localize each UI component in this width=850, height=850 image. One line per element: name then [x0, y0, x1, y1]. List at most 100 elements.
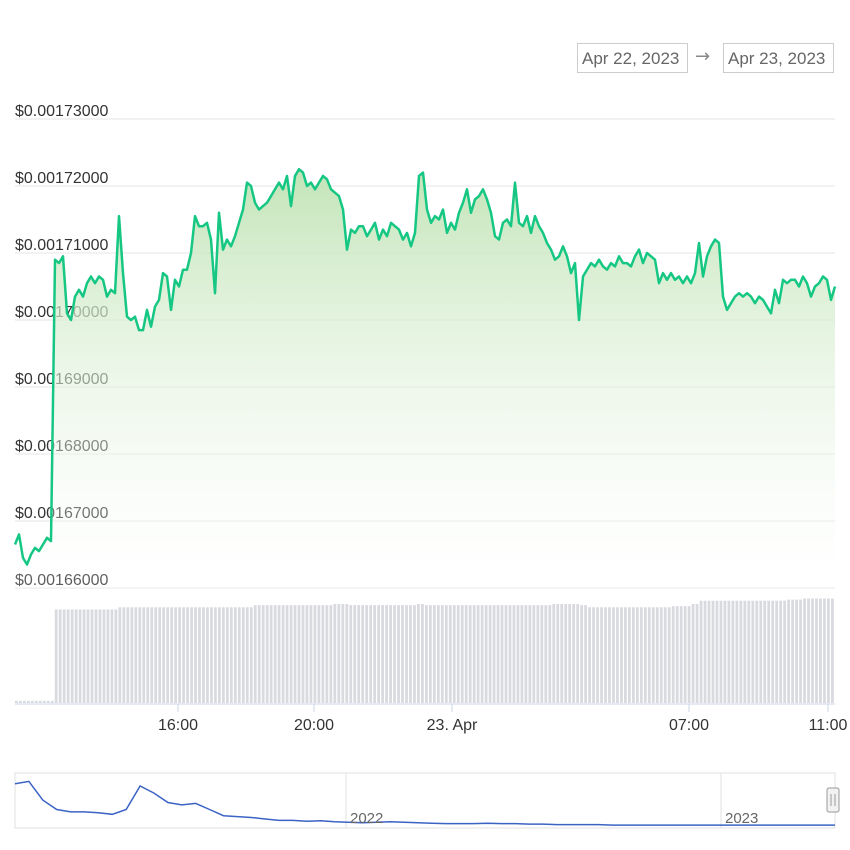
volume-bar	[635, 607, 639, 703]
volume-bar	[341, 604, 345, 703]
volume-bar	[417, 604, 420, 703]
volume-bar	[42, 700, 46, 703]
volume-bar	[791, 599, 794, 703]
volume-bar	[154, 607, 158, 703]
volume-bar	[34, 700, 38, 703]
volume-bar	[122, 607, 126, 703]
volume-bar	[269, 605, 273, 703]
range-arrow-icon: →	[695, 46, 711, 67]
x-axis: 16:00 20:00 23. Apr 07:00 11:00	[158, 704, 848, 734]
volume-bar	[321, 605, 325, 703]
navigator-label: 2023	[725, 810, 758, 827]
volume-bar	[432, 605, 436, 703]
volume-bar	[715, 600, 719, 703]
volume-bar	[679, 606, 683, 703]
volume-bar	[588, 607, 591, 703]
price-line[interactable]	[13, 167, 837, 566]
volume-bar	[751, 600, 755, 703]
volume-bar	[568, 604, 572, 703]
volume-bar	[289, 605, 293, 703]
volume-bar	[468, 605, 472, 703]
volume-bar	[257, 605, 261, 703]
volume-bar	[26, 700, 30, 703]
y-tick-label: $0.00172000	[15, 170, 109, 187]
volume-bar	[492, 605, 496, 703]
volume-bar	[803, 598, 806, 703]
volume-bar	[548, 605, 552, 703]
volume-bar	[667, 607, 671, 703]
volume-bar	[54, 609, 58, 703]
volume-bar	[819, 598, 822, 703]
volume-bar	[38, 700, 42, 703]
volume-bar	[329, 605, 333, 703]
y-tick-label: $0.00171000	[15, 237, 109, 254]
volume-bar	[639, 607, 643, 703]
volume-bar	[241, 607, 245, 703]
volume-bar	[114, 609, 118, 703]
volume-bar	[671, 606, 675, 703]
volume-bar	[381, 605, 384, 703]
volume-bars	[15, 598, 834, 703]
volume-bar	[130, 607, 134, 703]
volume-bar	[540, 605, 544, 703]
volume-bar	[560, 604, 564, 703]
volume-bar	[86, 609, 90, 703]
volume-bar	[799, 599, 802, 703]
x-tick-label: 20:00	[294, 717, 334, 734]
volume-bar	[110, 609, 114, 703]
volume-bar	[301, 605, 305, 703]
volume-bar	[170, 607, 174, 703]
volume-bar	[723, 600, 727, 703]
volume-bar	[436, 605, 440, 703]
volume-bar	[795, 599, 798, 703]
volume-bar	[691, 604, 695, 703]
volume-bar	[66, 609, 70, 703]
volume-bar	[158, 607, 162, 703]
volume-bar	[202, 607, 205, 703]
volume-bar	[743, 600, 747, 703]
volume-bar	[759, 600, 763, 703]
volume-bar	[349, 605, 353, 703]
volume-bar	[520, 605, 524, 703]
volume-bar	[233, 607, 237, 703]
volume-bar	[58, 609, 62, 703]
volume-bar	[74, 609, 78, 703]
range-from-input[interactable]: Apr 22, 2023	[577, 43, 688, 73]
volume-bar	[544, 605, 548, 703]
range-to-input[interactable]: Apr 23, 2023	[723, 43, 834, 73]
volume-bar	[735, 600, 739, 703]
volume-bar	[249, 607, 253, 703]
navigator-handle[interactable]	[826, 787, 840, 813]
volume-bar	[428, 605, 432, 703]
volume-bar	[118, 607, 122, 703]
volume-bar	[631, 607, 635, 703]
volume-bar	[218, 607, 221, 703]
volume-bar	[369, 605, 373, 703]
volume-bar	[409, 605, 412, 703]
volume-bar	[317, 605, 321, 703]
volume-bar	[536, 605, 540, 703]
volume-bar	[827, 598, 830, 703]
volume-bar	[325, 605, 329, 703]
volume-bar	[178, 607, 181, 703]
volume-bar	[528, 605, 532, 703]
volume-bar	[452, 605, 456, 703]
volume-bar	[763, 600, 767, 703]
volume-bar	[564, 604, 568, 703]
volume-bar	[460, 605, 464, 703]
volume-bar	[504, 605, 508, 703]
volume-bar	[771, 600, 775, 703]
volume-bar	[357, 605, 361, 703]
volume-bar	[102, 609, 106, 703]
volume-bar	[584, 605, 587, 703]
volume-bar	[556, 604, 560, 703]
volume-bar	[823, 598, 826, 703]
volume-bar	[727, 600, 731, 703]
volume-bar	[265, 605, 269, 703]
volume-bar	[142, 607, 146, 703]
volume-bar	[221, 607, 225, 703]
volume-bar	[608, 607, 611, 703]
navigator[interactable]: 2022 2023	[14, 772, 840, 829]
volume-bar	[807, 598, 810, 703]
